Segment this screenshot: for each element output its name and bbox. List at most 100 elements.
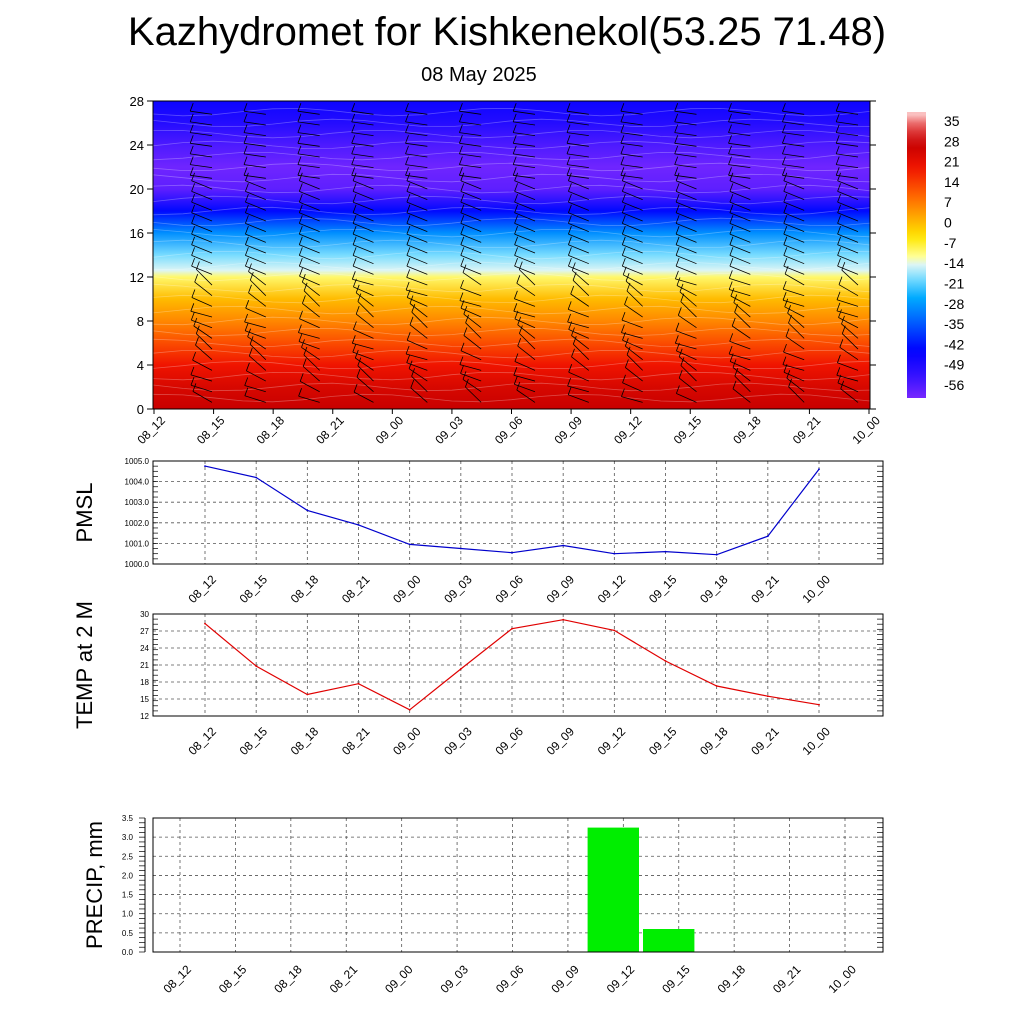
colorbar-label: -21 — [944, 275, 964, 291]
wind-barb-shaft — [459, 174, 482, 179]
wind-barb-shaft — [783, 180, 805, 190]
precip-x-tick-label: 08_21 — [327, 962, 361, 996]
wind-barb-shaft — [191, 201, 213, 211]
wind-barb-flag — [514, 353, 519, 362]
wind-barb-flag — [837, 257, 841, 267]
wind-barb-shaft — [783, 351, 805, 361]
wind-barb-flag — [191, 204, 195, 213]
wind-barb-shaft — [459, 142, 482, 147]
wind-barb-shaft — [571, 356, 590, 371]
wind-barb-shaft — [459, 300, 482, 307]
wind-barb-flag — [729, 172, 734, 181]
wind-barb-shaft — [788, 322, 805, 339]
wind-barb-shaft — [405, 121, 428, 126]
wind-barb-shaft — [836, 164, 859, 169]
wind-barb-shaft — [299, 318, 320, 329]
colorbar-label: -7 — [944, 235, 957, 251]
wind-barb-flag — [567, 301, 572, 310]
wind-barb-flag — [678, 369, 683, 379]
wind-barb-flag — [243, 103, 248, 112]
precip-panel: 0.0 0.5 1.0 1.5 2.0 2.5 3.0 3.5 08_12 08_15 08_18 0… — [82, 814, 884, 996]
wind-barb-flag — [298, 215, 303, 224]
wind-barb-shaft — [837, 382, 859, 393]
wind-barb-shaft — [784, 273, 805, 286]
wind-barb-flag — [406, 225, 411, 235]
wind-barb-flag — [621, 324, 625, 333]
isotherm-line — [152, 162, 871, 172]
heatmap-x-tick-label: 08_15 — [194, 413, 228, 447]
wind-barb-shaft — [299, 244, 320, 254]
wind-barb-flag — [835, 167, 840, 176]
wind-barb-flag — [783, 236, 788, 245]
wind-barb-flag — [784, 298, 789, 307]
wind-barb-shaft — [462, 272, 482, 286]
pmsl-point — [715, 553, 718, 556]
wind-barb-flag — [566, 113, 571, 123]
wind-barb-shaft — [190, 310, 213, 318]
wind-barb-flag — [352, 172, 357, 181]
wind-barb-shaft — [190, 374, 213, 382]
wind-barb-shaft — [245, 265, 266, 275]
wind-barb-shaft — [297, 174, 320, 179]
wind-barb-shaft — [675, 265, 697, 275]
wind-barb-shaft — [406, 223, 428, 233]
wind-barb-shaft — [783, 288, 805, 297]
wind-barb-shaft — [248, 271, 267, 286]
wind-barb-shaft — [352, 212, 374, 222]
wind-barb-shaft — [460, 373, 482, 382]
wind-barb-flag — [303, 346, 308, 356]
wind-barb-shaft — [459, 164, 482, 169]
wind-barb-shaft — [355, 313, 374, 329]
wind-barb-shaft — [567, 385, 589, 393]
wind-barb-flag — [837, 225, 841, 235]
wind-barb-flag — [411, 304, 416, 313]
wind-barb-flag — [460, 172, 465, 181]
wind-barb-flag — [298, 172, 303, 181]
wind-barb-shaft — [299, 223, 320, 233]
wind-barb-shaft — [837, 212, 859, 222]
wind-barb-flag — [675, 172, 680, 181]
wind-barb-flag — [245, 247, 249, 256]
wind-barb-flag — [460, 225, 465, 235]
wind-barb-shaft — [733, 302, 751, 318]
pmsl-x-tick-label: 09_09 — [544, 572, 578, 606]
wind-barb-shaft — [675, 244, 697, 254]
wind-barb-shaft — [299, 191, 320, 201]
wind-barb-shaft — [514, 233, 536, 243]
wind-barb-flag — [247, 328, 251, 337]
wind-barb-shaft — [622, 339, 643, 350]
isotherm-line — [152, 393, 871, 403]
temp-2m-x-tick-label: 09_21 — [748, 724, 782, 758]
wind-barb-flag — [297, 103, 302, 112]
wind-barb-shaft — [729, 244, 751, 254]
pmsl-x-tick-label: 09_18 — [697, 572, 731, 606]
wind-barb-flag — [674, 156, 679, 165]
wind-barb-shaft — [190, 132, 213, 137]
wind-barb-shaft — [190, 384, 213, 393]
pmsl-point — [664, 550, 667, 553]
temp-2m-point — [818, 703, 820, 706]
colorbar-label: -28 — [944, 296, 964, 312]
wind-barb-shaft — [351, 110, 374, 115]
isotherm-line — [152, 272, 871, 282]
wind-barb-flag — [674, 103, 679, 112]
wind-barb-flag — [244, 377, 249, 386]
wind-barb-flag — [782, 292, 787, 301]
wind-barb-flag — [352, 183, 357, 192]
wind-barb-flag — [568, 364, 573, 373]
wind-barb-shaft — [514, 212, 536, 222]
wind-barb-flag — [512, 124, 517, 133]
wind-barb-flag — [406, 332, 411, 341]
wind-barb-flag — [674, 113, 679, 123]
wind-barb-flag — [406, 354, 411, 363]
wind-barb-flag — [405, 103, 409, 112]
wind-barb-shaft — [519, 333, 536, 350]
wind-barb-shaft — [351, 174, 374, 179]
wind-barb-flag — [675, 247, 680, 256]
wind-barb-flag — [621, 247, 626, 256]
wind-barb-flag — [245, 183, 249, 192]
isotherm-line — [152, 338, 871, 347]
wind-barb-flag — [514, 193, 518, 203]
wind-barb-shaft — [191, 180, 213, 190]
wind-barb-shaft — [351, 153, 374, 158]
